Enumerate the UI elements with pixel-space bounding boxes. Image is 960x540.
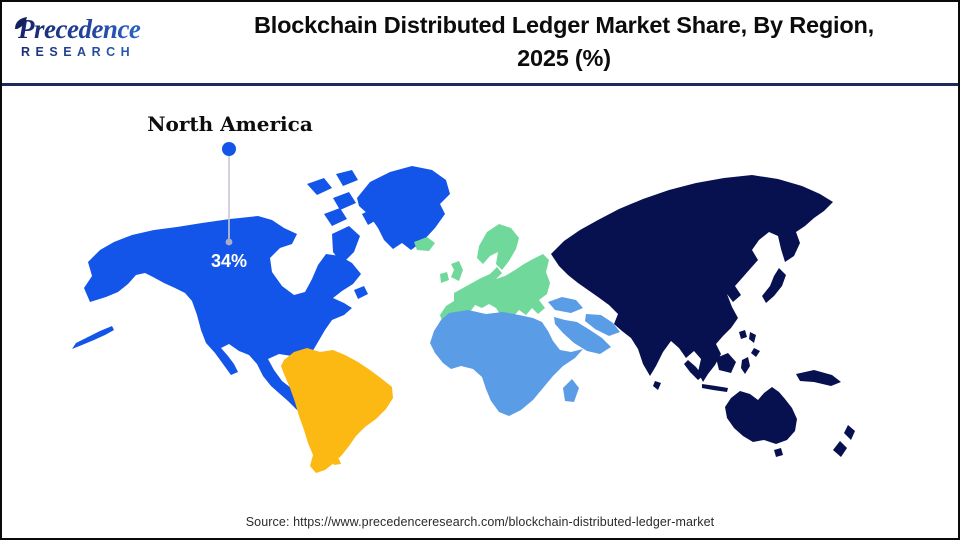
leaf-icon — [14, 8, 29, 36]
brand-name: Precedence — [15, 15, 178, 43]
callout-region-label: North America — [147, 112, 313, 136]
brand-subname: RESEARCH — [18, 45, 178, 59]
chart-title-line1: Blockchain Distributed Ledger Market Sha… — [254, 12, 874, 38]
callout-marker-dot — [222, 142, 236, 156]
region-south-america — [281, 348, 393, 473]
footer: Source: https://www.precedenceresearch.c… — [2, 515, 958, 529]
callout-end-dot — [225, 238, 233, 246]
chart-title: Blockchain Distributed Ledger Market Sha… — [180, 9, 948, 75]
region-asia-oceania — [551, 175, 855, 457]
callout-north-america: North America 34% — [147, 112, 313, 271]
chart-title-line2: 2025 (%) — [517, 45, 611, 71]
header: Precedence RESEARCH Blockchain Distribut… — [2, 2, 958, 86]
region-north-america — [72, 166, 450, 415]
callout-value-label: 34% — [211, 251, 247, 271]
brand-logo: Precedence RESEARCH — [15, 15, 178, 59]
region-africa-middle-east — [430, 297, 620, 416]
source-text: Source: https://www.precedenceresearch.c… — [245, 515, 715, 529]
